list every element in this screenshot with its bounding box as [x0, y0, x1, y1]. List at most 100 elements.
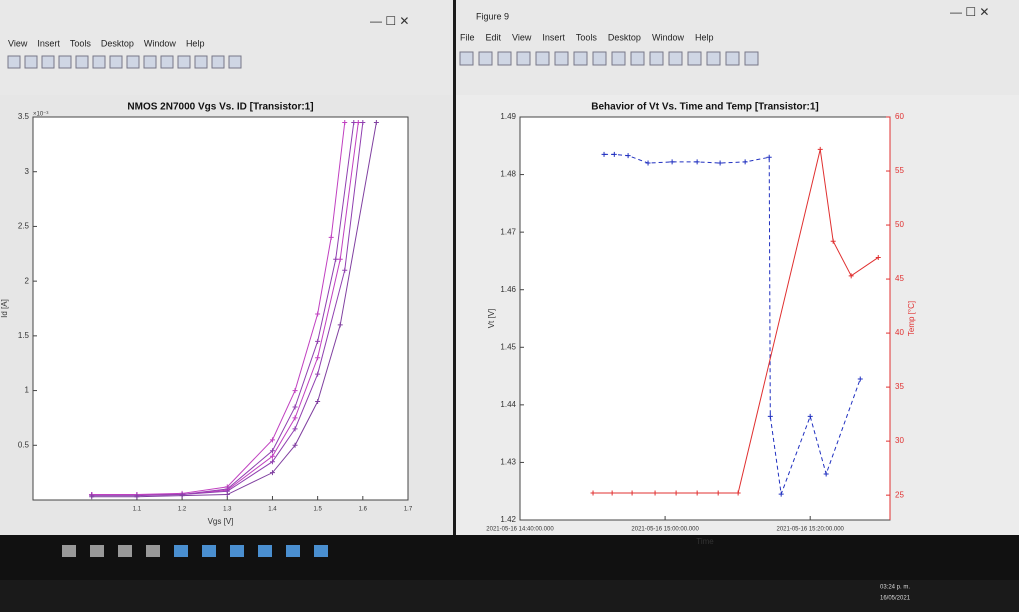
- toolbar-button[interactable]: [649, 51, 664, 66]
- y-tick-label: 2.5: [18, 222, 30, 231]
- toolbar-button[interactable]: [75, 55, 89, 69]
- window-controls[interactable]: — ☐ ✕: [370, 14, 409, 28]
- toolbar-button[interactable]: [228, 55, 242, 69]
- data-marker: [669, 159, 675, 165]
- toolbar-button[interactable]: [554, 51, 569, 66]
- taskbar-icon[interactable]: [202, 545, 216, 557]
- toolbar-button[interactable]: [687, 51, 702, 66]
- data-marker: [292, 426, 298, 432]
- y2-tick-label: 35: [895, 382, 904, 391]
- y-tick-label: 1.45: [500, 342, 516, 351]
- menu-item[interactable]: File: [460, 32, 475, 42]
- menu-item[interactable]: Insert: [37, 38, 60, 48]
- menu-item[interactable]: Desktop: [608, 32, 641, 42]
- data-marker: [817, 146, 823, 152]
- toolbar-button[interactable]: [109, 55, 123, 69]
- data-marker: [292, 415, 298, 421]
- y2-tick-label: 60: [895, 112, 904, 121]
- data-marker: [315, 311, 321, 317]
- clock-time: 03:24 p. m.: [880, 585, 910, 591]
- toolbar-button[interactable]: [459, 51, 474, 66]
- menu-item[interactable]: Desktop: [101, 38, 134, 48]
- data-marker: [823, 471, 829, 477]
- data-marker: [292, 388, 298, 394]
- toolbar-button[interactable]: [177, 55, 191, 69]
- data-marker: [694, 159, 700, 165]
- taskbar-icon[interactable]: [90, 545, 104, 557]
- toolbar-button[interactable]: [194, 55, 208, 69]
- taskbar-icon[interactable]: [258, 545, 272, 557]
- data-marker: [766, 154, 772, 160]
- data-marker: [629, 490, 635, 496]
- toolbar-button[interactable]: [92, 55, 106, 69]
- menu-item[interactable]: Tools: [576, 32, 598, 42]
- taskbar-icon[interactable]: [62, 545, 76, 557]
- data-marker: [673, 490, 679, 496]
- toolbar-button[interactable]: [573, 51, 588, 66]
- toolbar-button[interactable]: [41, 55, 55, 69]
- toolbar-button[interactable]: [7, 55, 21, 69]
- menu-item[interactable]: View: [8, 38, 28, 48]
- toolbar-button[interactable]: [478, 51, 493, 66]
- toolbar-button[interactable]: [611, 51, 626, 66]
- toolbar-button[interactable]: [516, 51, 531, 66]
- toolbar-button[interactable]: [725, 51, 740, 66]
- toolbar-button[interactable]: [497, 51, 512, 66]
- data-marker: [269, 459, 275, 465]
- data-marker: [315, 399, 321, 405]
- data-marker: [355, 119, 361, 125]
- menu-item[interactable]: Insert: [542, 32, 565, 42]
- toolbar-button[interactable]: [24, 55, 38, 69]
- data-marker: [694, 490, 700, 496]
- menu-item[interactable]: Help: [186, 38, 205, 48]
- y-tick-label: 1.48: [500, 170, 516, 179]
- data-marker: [342, 119, 348, 125]
- data-marker: [292, 404, 298, 410]
- menu-item[interactable]: Edit: [486, 32, 502, 42]
- toolbar-button[interactable]: [211, 55, 225, 69]
- y-tick-label: 1.5: [18, 331, 30, 340]
- taskbar-icon[interactable]: [118, 545, 132, 557]
- menu-item[interactable]: Tools: [70, 38, 92, 48]
- data-marker: [269, 470, 275, 476]
- taskbar-icon[interactable]: [314, 545, 328, 557]
- y2-tick-label: 45: [895, 274, 904, 283]
- y-tick-label: 1.44: [500, 400, 516, 409]
- y-multiplier: ×10⁻³: [33, 112, 48, 118]
- toolbar-button[interactable]: [744, 51, 759, 66]
- data-marker: [652, 490, 658, 496]
- taskbar-icon[interactable]: [174, 545, 188, 557]
- y-tick-label: 2: [25, 276, 30, 285]
- x-axis-label: Time: [696, 537, 714, 546]
- y-axis-label: Id [A]: [0, 299, 9, 318]
- y-axis-label: Vt [V]: [487, 309, 496, 329]
- toolbar-button[interactable]: [630, 51, 645, 66]
- toolbar-button[interactable]: [668, 51, 683, 66]
- data-marker: [337, 256, 343, 262]
- data-marker: [742, 159, 748, 165]
- y-tick-label: 1.42: [500, 515, 516, 524]
- toolbar-button[interactable]: [592, 51, 607, 66]
- taskbar-icon[interactable]: [146, 545, 160, 557]
- data-marker: [360, 119, 366, 125]
- data-marker: [351, 119, 357, 125]
- data-marker: [625, 153, 631, 159]
- menu-item[interactable]: Window: [652, 32, 685, 42]
- toolbar-button[interactable]: [160, 55, 174, 69]
- menu-item[interactable]: Window: [144, 38, 177, 48]
- window-controls[interactable]: — ☐ ✕: [950, 5, 989, 19]
- toolbar-button[interactable]: [706, 51, 721, 66]
- toolbar-button[interactable]: [126, 55, 140, 69]
- menu-item[interactable]: View: [512, 32, 532, 42]
- taskbar-icon[interactable]: [230, 545, 244, 557]
- x-axis-label: Vgs [V]: [208, 517, 234, 526]
- data-marker: [601, 151, 607, 157]
- toolbar-button[interactable]: [535, 51, 550, 66]
- toolbar-button[interactable]: [143, 55, 157, 69]
- toolbar-button[interactable]: [58, 55, 72, 69]
- data-marker: [134, 494, 140, 500]
- y-tick-label: 1.43: [500, 458, 516, 467]
- taskbar-icon[interactable]: [286, 545, 300, 557]
- menu-item[interactable]: Help: [695, 32, 714, 42]
